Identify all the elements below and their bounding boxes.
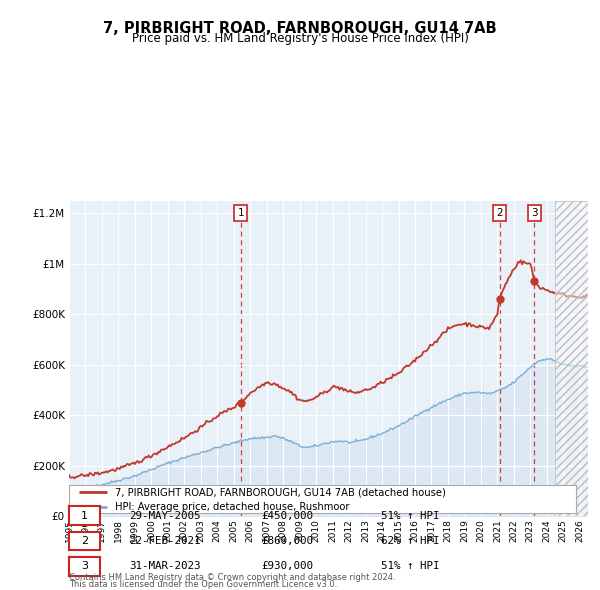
Text: 7, PIRBRIGHT ROAD, FARNBOROUGH, GU14 7AB (detached house): 7, PIRBRIGHT ROAD, FARNBOROUGH, GU14 7AB…	[115, 487, 446, 497]
Text: 29-MAY-2005: 29-MAY-2005	[129, 511, 200, 520]
Bar	[555, 201, 588, 516]
Text: £860,000: £860,000	[261, 536, 313, 546]
Text: 62% ↑ HPI: 62% ↑ HPI	[381, 536, 439, 546]
Text: HPI: Average price, detached house, Rushmoor: HPI: Average price, detached house, Rush…	[115, 502, 349, 512]
Text: 7, PIRBRIGHT ROAD, FARNBOROUGH, GU14 7AB: 7, PIRBRIGHT ROAD, FARNBOROUGH, GU14 7AB	[103, 21, 497, 35]
Text: 3: 3	[531, 208, 538, 218]
Text: 1: 1	[238, 208, 244, 218]
Text: £930,000: £930,000	[261, 562, 313, 571]
Bar	[555, 201, 588, 516]
Text: £450,000: £450,000	[261, 511, 313, 520]
Text: 2: 2	[496, 208, 503, 218]
Text: 51% ↑ HPI: 51% ↑ HPI	[381, 562, 439, 571]
Text: Price paid vs. HM Land Registry's House Price Index (HPI): Price paid vs. HM Land Registry's House …	[131, 32, 469, 45]
Text: 51% ↑ HPI: 51% ↑ HPI	[381, 511, 439, 520]
Text: 31-MAR-2023: 31-MAR-2023	[129, 562, 200, 571]
Text: 2: 2	[81, 536, 88, 546]
Text: 22-FEB-2021: 22-FEB-2021	[129, 536, 200, 546]
Text: 3: 3	[81, 562, 88, 571]
Text: This data is licensed under the Open Government Licence v3.0.: This data is licensed under the Open Gov…	[69, 581, 337, 589]
Text: 1: 1	[81, 511, 88, 520]
Text: Contains HM Land Registry data © Crown copyright and database right 2024.: Contains HM Land Registry data © Crown c…	[69, 573, 395, 582]
